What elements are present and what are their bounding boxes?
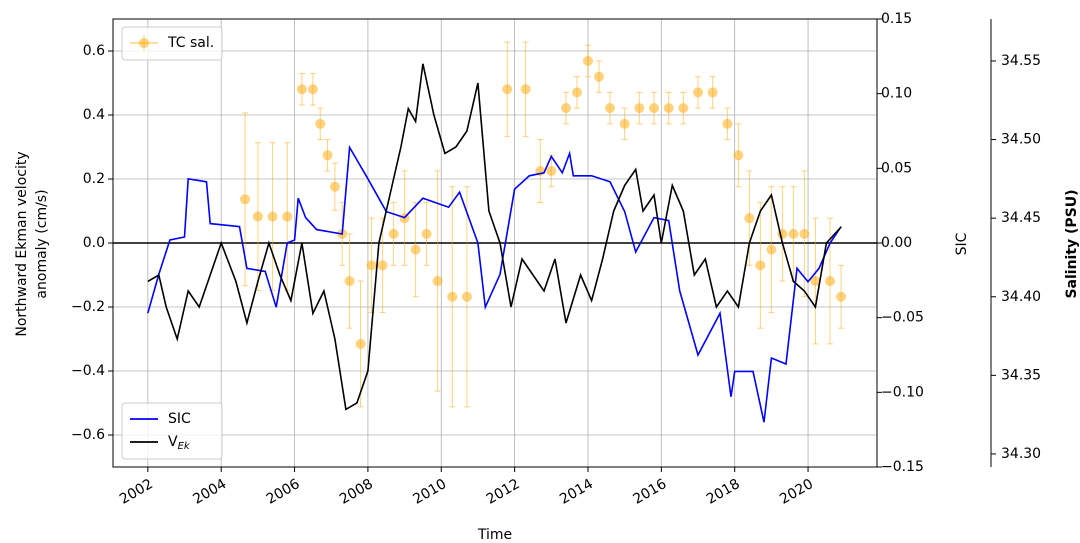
marker (722, 118, 733, 129)
marker (571, 87, 582, 98)
marker (663, 103, 674, 114)
legend-label: VEk (168, 434, 191, 452)
y3-tick-label: 34.35 (1001, 367, 1041, 383)
marker (799, 228, 810, 239)
y2-axis-label: SIC (954, 232, 970, 255)
y3-tick-label: 34.45 (1001, 210, 1041, 226)
marker (788, 228, 799, 239)
marker (678, 103, 689, 114)
y-tick-label: 0.0 (83, 235, 105, 251)
marker (560, 103, 571, 114)
y-axis-label: Northward Ekman velocity (14, 151, 30, 336)
legend-marker (139, 38, 149, 48)
marker (593, 71, 604, 82)
x-tick-label: 2014 (557, 476, 596, 508)
marker (296, 84, 307, 95)
legend-label: TC sal. (167, 35, 214, 51)
marker (502, 84, 513, 95)
y-tick-label: −0.2 (71, 299, 105, 315)
marker (634, 103, 645, 114)
y3-tick-label: 34.30 (1001, 446, 1041, 462)
y-tick-label: 0.4 (83, 107, 105, 123)
y3-axis-label: Salinity (PSU) (1064, 189, 1080, 298)
marker (582, 55, 593, 66)
marker (329, 181, 340, 192)
y2-tick-label: 0.05 (881, 160, 912, 176)
x-tick-label: 2006 (264, 476, 303, 508)
y3-tick-label: 34.40 (1001, 289, 1041, 305)
y-tick-label: −0.6 (71, 427, 105, 443)
legend-label: V (168, 434, 178, 450)
x-tick-label: 2002 (117, 476, 156, 508)
marker (267, 211, 278, 222)
y3-tick-label: 34.55 (1001, 53, 1041, 69)
marker (693, 87, 704, 98)
marker (355, 338, 366, 349)
marker (421, 228, 432, 239)
y-axis-label: anomaly (cm/s) (34, 189, 50, 298)
marker (432, 276, 443, 287)
legend-label-sub: Ek (178, 441, 191, 452)
marker (377, 260, 388, 271)
x-tick-label: 2012 (484, 476, 523, 508)
y2-tick-label: 0.15 (881, 11, 912, 27)
y-tick-label: 0.6 (83, 43, 105, 59)
x-tick-label: 2010 (410, 476, 449, 508)
marker (447, 291, 458, 302)
x-axis-label: Time (477, 527, 512, 543)
marker (836, 291, 847, 302)
legend-label: SIC (168, 411, 191, 427)
marker (825, 276, 836, 287)
marker (648, 103, 659, 114)
marker (707, 87, 718, 98)
legend-box (121, 402, 223, 460)
x-tick-label: 2020 (777, 476, 816, 508)
marker (810, 276, 821, 287)
marker (744, 213, 755, 224)
legend-label: TC sal. (167, 35, 214, 51)
marker (619, 118, 630, 129)
marker (282, 211, 293, 222)
marker (520, 84, 531, 95)
y3-tick-label: 34.50 (1001, 132, 1041, 148)
y2-tick-label: 0.00 (881, 235, 912, 251)
x-tick-label: 2016 (630, 476, 669, 508)
marker (755, 260, 766, 271)
marker (766, 244, 777, 255)
marker (388, 228, 399, 239)
marker (546, 166, 557, 177)
y2-tick-label: −0.05 (881, 310, 924, 326)
marker (366, 260, 377, 271)
y2-tick-label: −0.10 (881, 384, 924, 400)
marker (307, 84, 318, 95)
y2-tick-label: 0.10 (881, 86, 912, 102)
y-tick-label: −0.4 (71, 363, 105, 379)
x-tick-label: 2018 (704, 476, 743, 508)
marker (322, 150, 333, 161)
legend-label: SIC (168, 411, 191, 427)
x-tick-label: 2004 (190, 476, 229, 508)
marker (344, 276, 355, 287)
marker (461, 291, 472, 302)
line (147, 144, 842, 423)
marker (252, 211, 263, 222)
y-tick-label: 0.2 (83, 171, 105, 187)
y2-tick-label: −0.15 (881, 459, 924, 475)
marker (315, 118, 326, 129)
plot-area (113, 19, 877, 467)
marker (733, 150, 744, 161)
legend-box (121, 26, 223, 61)
marker (604, 103, 615, 114)
x-tick-label: 2008 (337, 476, 376, 508)
line (147, 63, 842, 411)
marker (240, 194, 251, 205)
marker (410, 244, 421, 255)
